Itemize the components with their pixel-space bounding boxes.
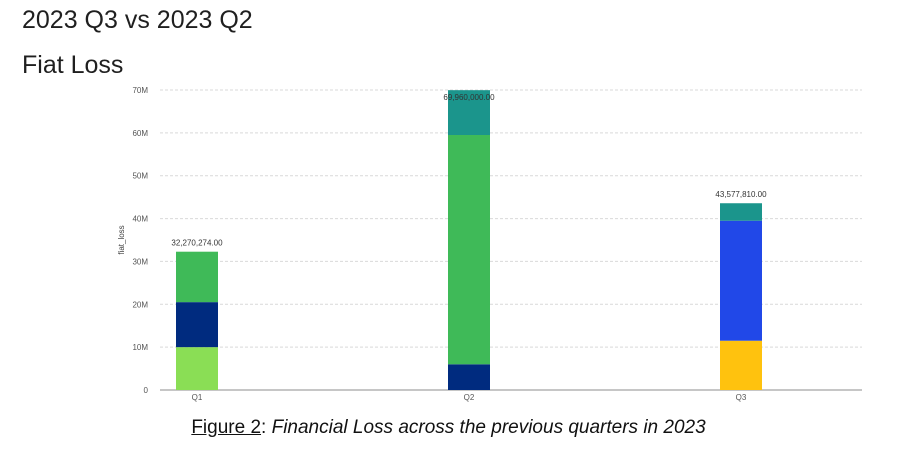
bar-segment — [448, 364, 490, 390]
bar-segment — [720, 340, 762, 390]
y-tick-label: 30M — [132, 257, 148, 266]
bar-segment — [720, 220, 762, 341]
chart-heading: Fiat Loss — [22, 51, 124, 79]
y-tick-label: 10M — [132, 343, 148, 352]
caption-text: Financial Loss across the previous quart… — [271, 417, 706, 438]
bar-segment — [448, 90, 490, 135]
y-tick-label: 0 — [144, 386, 149, 395]
caption-figure-label: Figure 2 — [191, 417, 262, 438]
bar-total-label: 32,270,274.00 — [171, 239, 223, 248]
bar-segment — [176, 347, 218, 390]
y-tick-label: 50M — [132, 172, 148, 181]
y-axis-label: fiat_loss — [117, 225, 126, 254]
stacked-bar-chart: 0 10M 20M 30M 40M 50M 60M 70M fiat_loss Q1 32,270,… — [117, 86, 862, 402]
bar-segment — [176, 302, 218, 348]
x-tick-label: Q3 — [736, 393, 747, 402]
bar-segment — [720, 203, 762, 221]
x-tick-label: Q1 — [192, 393, 203, 402]
y-tick-label: 20M — [132, 300, 148, 309]
x-tick-label: Q2 — [464, 393, 475, 402]
bar-segment — [448, 135, 490, 365]
y-tick-label: 70M — [132, 86, 148, 95]
caption-separator: : — [261, 417, 272, 438]
page-title: 2023 Q3 vs 2023 Q2 — [22, 6, 253, 34]
bar-total-label: 69,960,000.00 — [443, 93, 495, 102]
bar-segment — [176, 251, 218, 303]
y-tick-label: 40M — [132, 215, 148, 224]
bar-total-label: 43,577,810.00 — [715, 190, 767, 199]
figure-caption: Figure 2: Financial Loss across the prev… — [0, 417, 897, 439]
y-tick-label: 60M — [132, 129, 148, 138]
